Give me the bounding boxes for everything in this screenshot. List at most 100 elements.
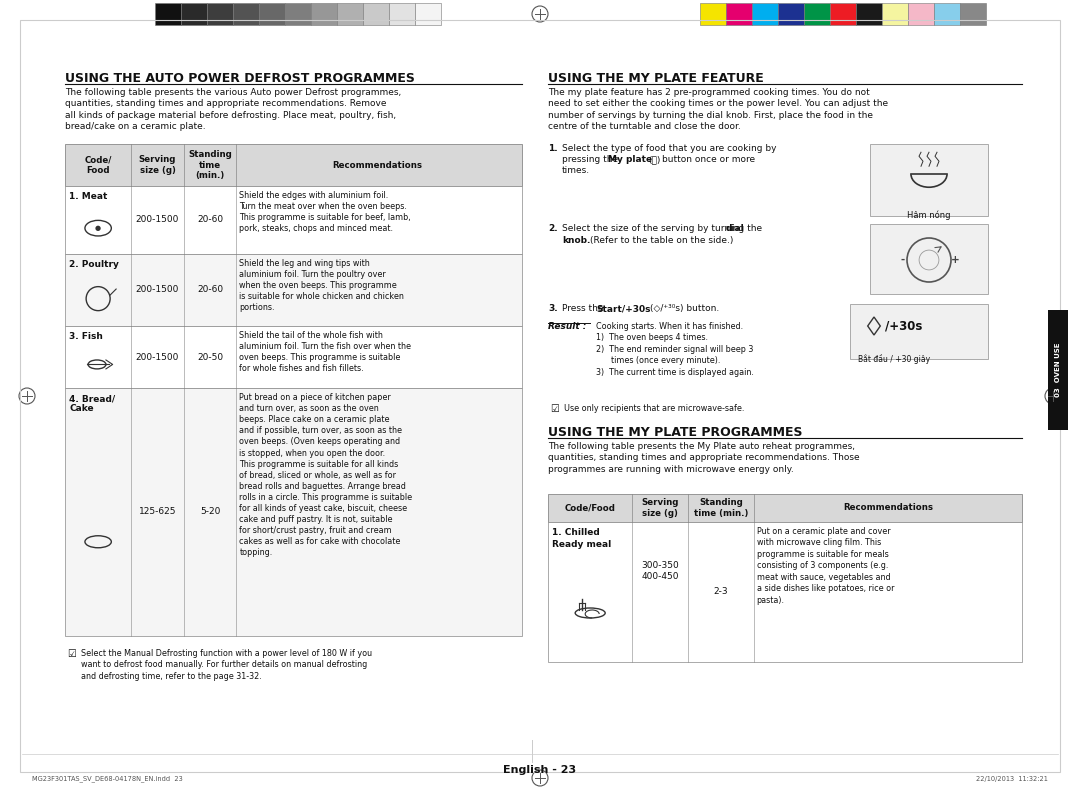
Text: ☑: ☑ (550, 404, 558, 414)
Text: Select the size of the serving by turning the: Select the size of the serving by turnin… (562, 224, 765, 233)
Bar (389, 3, 415, 25)
Bar (207, 3, 233, 25)
Bar (726, 3, 752, 25)
Bar (934, 3, 960, 25)
Text: (◇/⁺³⁰s) button.: (◇/⁺³⁰s) button. (650, 304, 719, 313)
Bar (752, 3, 778, 25)
Text: Shield the edges with aluminium foil.
Turn the meat over when the oven beeps.
Th: Shield the edges with aluminium foil. Tu… (240, 191, 411, 234)
Text: 2.: 2. (548, 224, 557, 233)
Bar (337, 3, 363, 25)
Text: Ready meal: Ready meal (552, 540, 611, 549)
Text: 3.: 3. (548, 304, 557, 313)
Text: Press the: Press the (562, 304, 606, 313)
Text: 200-1500: 200-1500 (136, 285, 179, 295)
Text: Recommendations: Recommendations (332, 161, 422, 169)
Bar (960, 3, 986, 25)
Bar (65, 388, 522, 636)
Bar (65, 326, 522, 388)
Bar (850, 304, 988, 359)
Text: (Refer to the table on the side.): (Refer to the table on the side.) (590, 236, 733, 245)
Text: Standing
time (min.): Standing time (min.) (693, 498, 748, 518)
Bar (700, 3, 726, 25)
Text: 200-1500: 200-1500 (136, 215, 179, 224)
Text: Shield the tail of the whole fish with
aluminium foil. Turn the fish over when t: Shield the tail of the whole fish with a… (240, 331, 411, 373)
Bar (65, 186, 522, 254)
Text: Select the type of food that you are cooking by: Select the type of food that you are coo… (562, 144, 777, 153)
Text: Serving
size (g): Serving size (g) (642, 498, 679, 518)
Text: button once or more: button once or more (662, 155, 755, 164)
Text: The my plate feature has 2 pre-programmed cooking times. You do not
need to set : The my plate feature has 2 pre-programme… (548, 88, 888, 131)
Text: 2-3: 2-3 (714, 588, 728, 596)
Text: MG23F301TAS_SV_DE68-04178N_EN.indd  23: MG23F301TAS_SV_DE68-04178N_EN.indd 23 (32, 775, 183, 782)
Text: Shield the leg and wing tips with
aluminium foil. Turn the poultry over
when the: Shield the leg and wing tips with alumin… (240, 259, 404, 312)
Text: 03  OVEN USE: 03 OVEN USE (1055, 343, 1061, 398)
Bar (65, 144, 522, 186)
Text: The following table presents the various Auto power Defrost programmes,
quantiti: The following table presents the various… (65, 88, 402, 131)
Bar (778, 3, 804, 25)
Bar (831, 3, 856, 25)
Bar (870, 224, 988, 294)
Text: Recommendations: Recommendations (842, 504, 933, 512)
Bar (856, 3, 882, 25)
Text: 2. Poultry: 2. Poultry (69, 260, 119, 269)
Text: English - 23: English - 23 (503, 765, 577, 775)
Bar (1048, 310, 1068, 430)
Text: 200-1500: 200-1500 (136, 352, 179, 361)
Text: ●: ● (95, 225, 102, 231)
Text: Bắt đầu / +30 giây: Bắt đầu / +30 giây (858, 354, 930, 364)
Text: Hâm nóng: Hâm nóng (907, 211, 950, 220)
Text: /+30s: /+30s (885, 319, 922, 333)
Text: +: + (950, 255, 959, 265)
Text: Standing
time
(min.): Standing time (min.) (188, 150, 232, 180)
Text: Start/+30s: Start/+30s (596, 304, 650, 313)
Text: 1.: 1. (548, 144, 557, 153)
Text: times.: times. (562, 166, 590, 175)
Text: Code/Food: Code/Food (565, 504, 616, 512)
Text: 20-60: 20-60 (197, 285, 224, 295)
Bar (233, 3, 259, 25)
Text: 4. Bread/
Cake: 4. Bread/ Cake (69, 394, 116, 413)
Text: ☑: ☑ (67, 649, 76, 659)
Text: Select the Manual Defrosting function with a power level of 180 W if you
want to: Select the Manual Defrosting function wi… (81, 649, 373, 681)
Bar (908, 3, 934, 25)
Text: Put on a ceramic plate and cover
with microwave cling film. This
programme is su: Put on a ceramic plate and cover with mi… (757, 527, 894, 605)
Text: 1. Chilled: 1. Chilled (552, 528, 599, 537)
Bar (363, 3, 389, 25)
Text: Serving
size (g): Serving size (g) (139, 155, 176, 175)
Text: Use only recipients that are microwave-safe.: Use only recipients that are microwave-s… (564, 404, 744, 413)
Text: 22/10/2013  11:32:21: 22/10/2013 11:32:21 (976, 776, 1048, 782)
Bar (804, 3, 831, 25)
Text: 300-350
400-450: 300-350 400-450 (642, 562, 679, 581)
Text: Put bread on a piece of kitchen paper
and turn over, as soon as the oven
beeps. : Put bread on a piece of kitchen paper an… (240, 393, 413, 558)
Bar (259, 3, 285, 25)
Bar (156, 3, 181, 25)
Text: pressing the: pressing the (562, 155, 621, 164)
Bar (311, 3, 337, 25)
Text: 1. Meat: 1. Meat (69, 192, 107, 201)
Text: (Ⓜ): (Ⓜ) (648, 155, 660, 164)
Text: knob.: knob. (562, 236, 591, 245)
Text: 5-20: 5-20 (200, 508, 220, 516)
Text: dial: dial (726, 224, 745, 233)
Bar (882, 3, 908, 25)
Text: 20-60: 20-60 (197, 215, 224, 224)
Bar (548, 522, 1022, 662)
Text: USING THE MY PLATE FEATURE: USING THE MY PLATE FEATURE (548, 72, 764, 85)
Text: USING THE AUTO POWER DEFROST PROGRAMMES: USING THE AUTO POWER DEFROST PROGRAMMES (65, 72, 415, 85)
Text: Code/
Food: Code/ Food (84, 155, 112, 175)
Text: Cooking starts. When it has finished.
1)  The oven beeps 4 times.
2)  The end re: Cooking starts. When it has finished. 1)… (596, 322, 754, 377)
Text: The following table presents the My Plate auto reheat programmes,
quantities, st: The following table presents the My Plat… (548, 442, 860, 474)
Text: USING THE MY PLATE PROGRAMMES: USING THE MY PLATE PROGRAMMES (548, 426, 802, 439)
Text: -: - (901, 255, 905, 265)
Text: Result :: Result : (548, 322, 586, 331)
Bar (548, 494, 1022, 522)
Bar (65, 254, 522, 326)
Bar (415, 3, 441, 25)
Text: 3. Fish: 3. Fish (69, 332, 103, 341)
Bar (181, 3, 207, 25)
Text: My plate: My plate (608, 155, 652, 164)
Text: 125-625: 125-625 (139, 508, 176, 516)
Text: 20-50: 20-50 (197, 352, 224, 361)
Bar (285, 3, 311, 25)
Bar (870, 144, 988, 216)
